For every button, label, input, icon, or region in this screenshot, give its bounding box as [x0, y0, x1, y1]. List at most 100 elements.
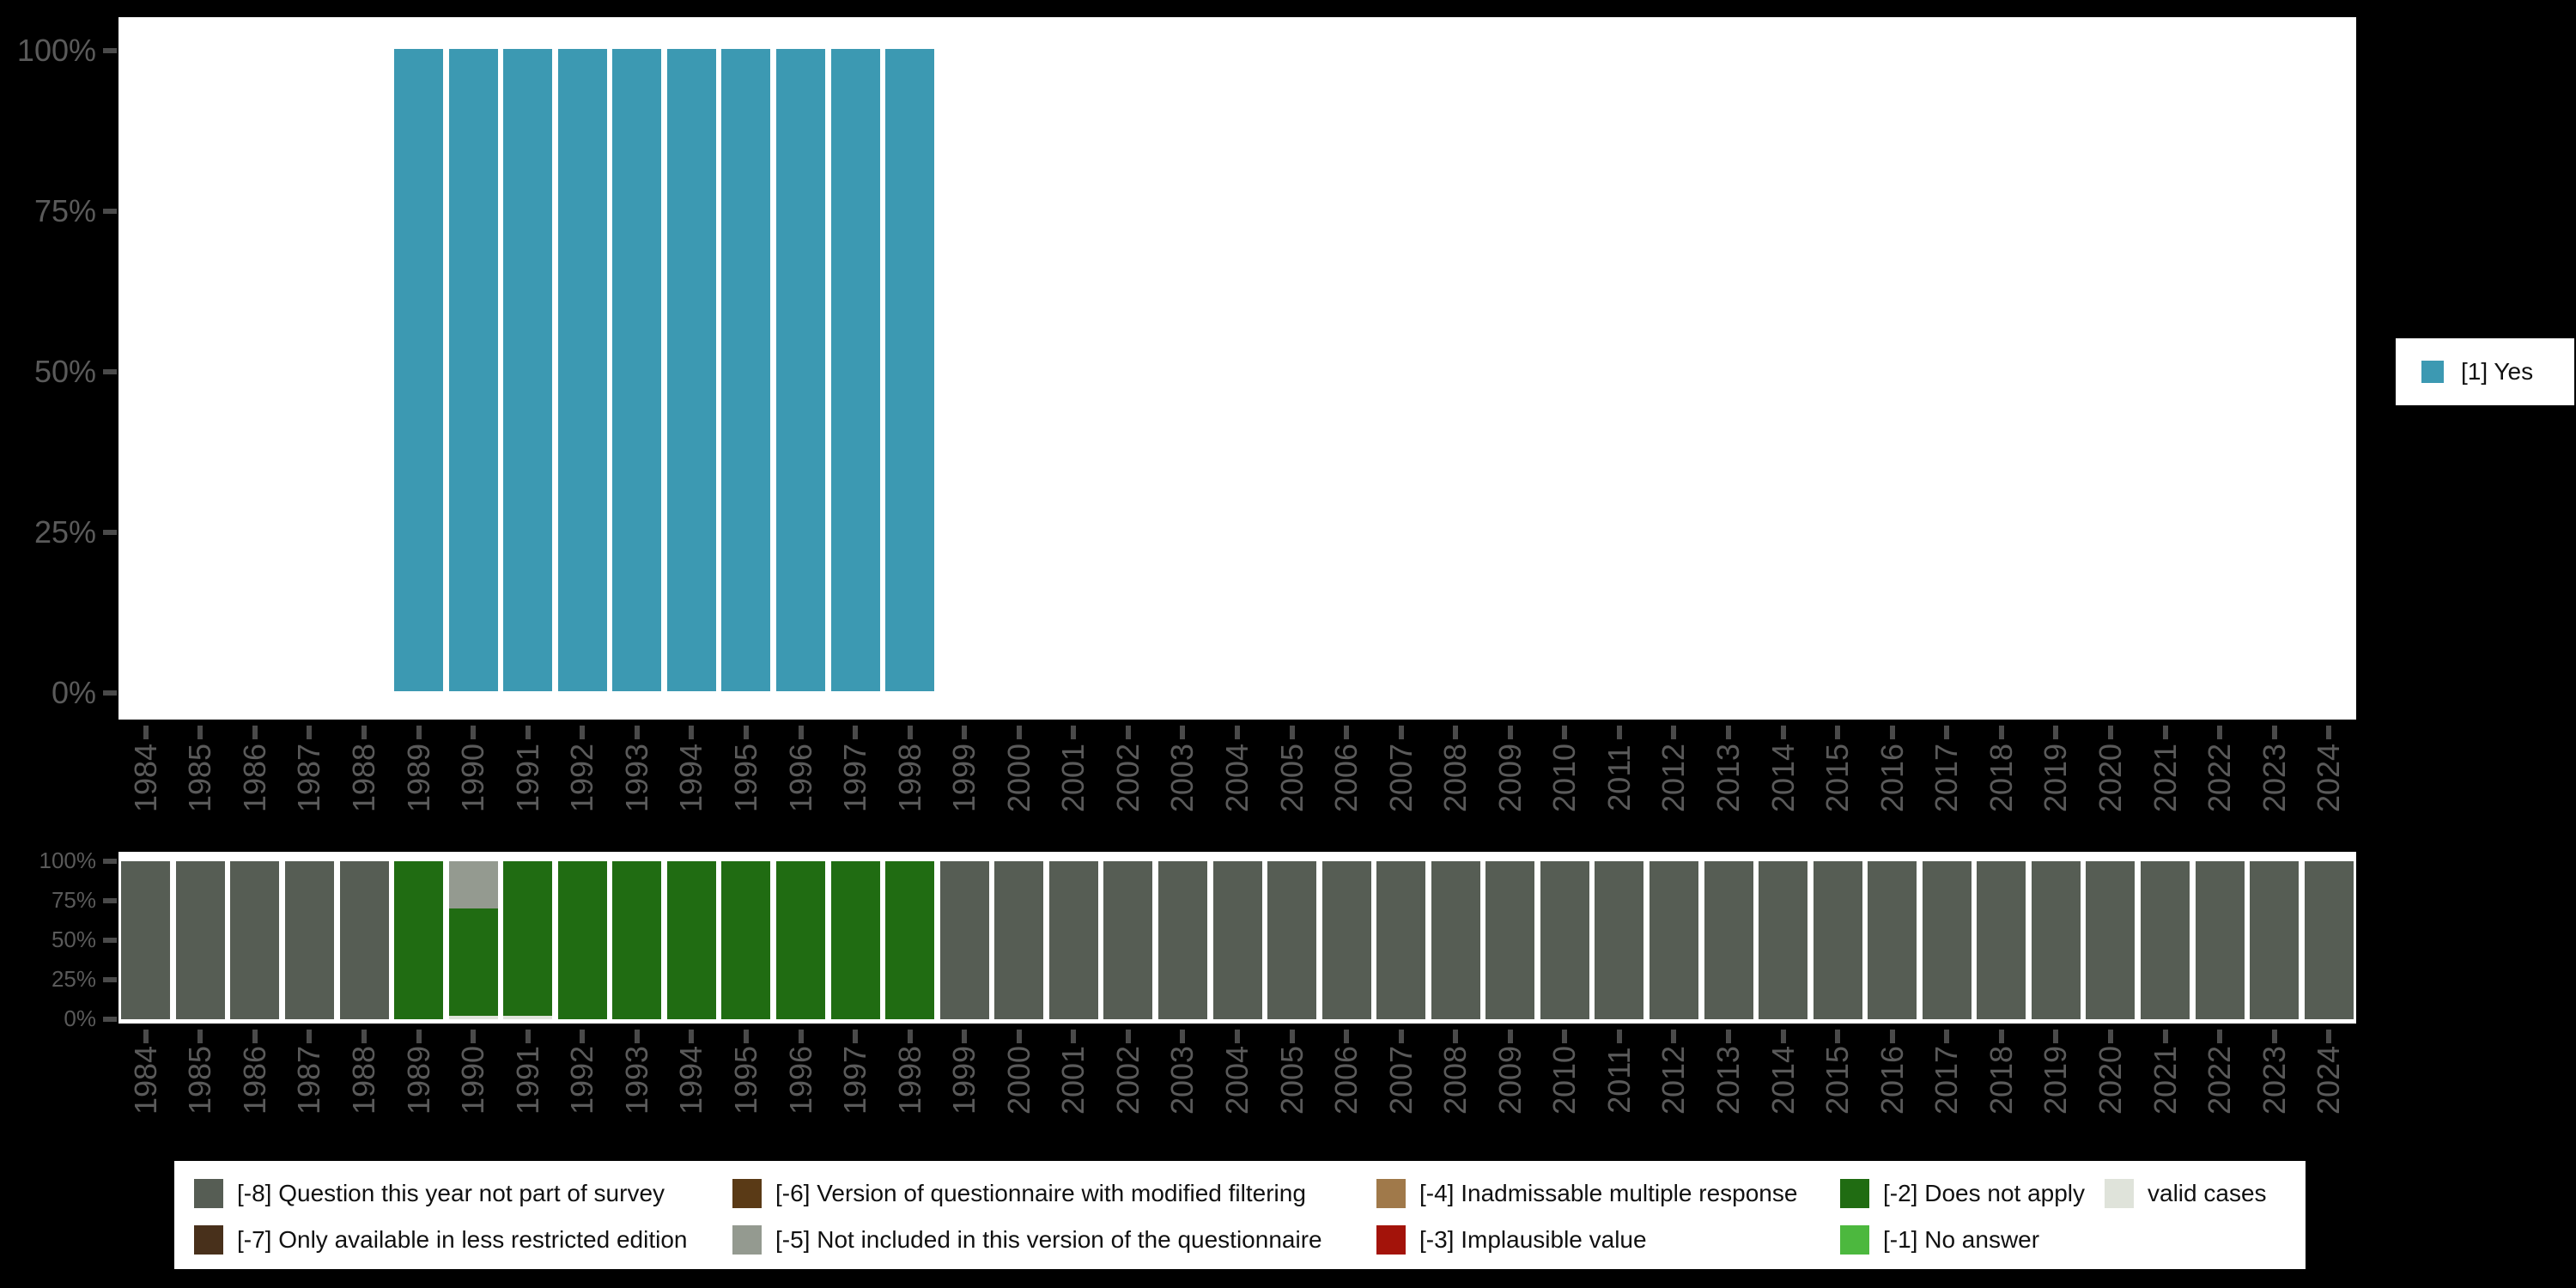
legend-label--3: [-3] Implausible value: [1419, 1226, 1647, 1253]
x-axis-tick: [252, 726, 258, 739]
x-axis-tick: [1125, 726, 1131, 739]
x-axis-tick: [525, 726, 531, 739]
x-axis-tick: [1944, 726, 1950, 739]
x-axis-tick: [1944, 1030, 1950, 1043]
x-axis-label: 2021: [2147, 1045, 2183, 1115]
legend-label--6: [-6] Version of questionnaire with modif…: [775, 1180, 1306, 1206]
x-axis-label: 2022: [2202, 1045, 2238, 1115]
x-axis-label: 2013: [1710, 1045, 1747, 1115]
x-axis-label: 1990: [455, 743, 491, 813]
bar-segment: [503, 861, 553, 1017]
x-axis-label: 2010: [1546, 743, 1583, 813]
x-axis-tick: [1835, 1030, 1841, 1043]
x-axis-label: 1990: [455, 1045, 491, 1115]
x-axis-tick: [197, 726, 204, 739]
x-axis-tick: [962, 1030, 968, 1043]
legend-label--1: [-1] No answer: [1883, 1226, 2040, 1253]
x-axis-label: 1988: [346, 1045, 382, 1115]
x-axis-label: 1992: [564, 1045, 600, 1115]
x-axis-label: 2013: [1710, 743, 1747, 813]
bar-segment: [503, 1016, 553, 1019]
x-axis-label: 1993: [618, 743, 654, 813]
x-axis-tick: [1998, 726, 2004, 739]
bar-segment: [776, 861, 825, 1019]
x-axis-tick: [1071, 726, 1077, 739]
x-axis-label: 1995: [727, 1045, 763, 1115]
x-axis-label: 2019: [2038, 743, 2074, 813]
x-axis-tick: [525, 1030, 531, 1043]
x-axis-label: 2004: [1219, 743, 1255, 813]
x-axis-label: 2015: [1820, 1045, 1856, 1115]
legend-swatch--8: [194, 1179, 223, 1208]
x-axis-label: 1991: [509, 1045, 545, 1115]
x-axis-label: 2009: [1492, 743, 1528, 813]
y-axis-label: 0%: [51, 675, 96, 711]
y-axis-label: 100%: [16, 33, 96, 69]
y-axis-tick: [103, 1017, 117, 1022]
x-axis-tick: [907, 726, 913, 739]
y-axis-tick: [103, 209, 117, 214]
bar-segment: [994, 861, 1044, 1019]
x-axis-tick: [2217, 726, 2223, 739]
x-axis-label: 2007: [1382, 1045, 1419, 1115]
bar-segment: [284, 861, 334, 1019]
yes-legend-swatch: [2421, 361, 2444, 383]
x-axis-label: 1995: [727, 743, 763, 813]
x-axis-tick: [1180, 726, 1186, 739]
bar-segment: [339, 861, 389, 1019]
x-axis-tick: [2053, 1030, 2059, 1043]
missing-codes-legend: [174, 1161, 2306, 1269]
x-axis-label: 1992: [564, 743, 600, 813]
bar-segment: [2031, 861, 2081, 1019]
x-axis-label: 2007: [1382, 743, 1419, 813]
x-axis-tick: [1453, 726, 1459, 739]
x-axis-label: 2006: [1328, 743, 1364, 813]
x-axis-label: 2020: [2092, 1045, 2128, 1115]
x-axis-tick: [1398, 1030, 1404, 1043]
bar-segment: [1540, 861, 1589, 1019]
x-axis-label: 1997: [837, 743, 873, 813]
legend-swatch--2: [1840, 1179, 1869, 1208]
bar-segment: [612, 861, 662, 1019]
x-axis-tick: [2053, 726, 2059, 739]
legend-swatch--6: [732, 1179, 762, 1208]
bar-segment: [721, 49, 771, 691]
x-axis-label: 1996: [782, 1045, 818, 1115]
bar-segment: [1321, 861, 1371, 1019]
x-axis-tick: [143, 1030, 149, 1043]
x-axis-label: 1991: [509, 743, 545, 813]
y-axis-tick: [103, 938, 117, 943]
x-axis-tick: [798, 726, 804, 739]
x-axis-tick: [962, 726, 968, 739]
x-axis-tick: [1016, 1030, 1022, 1043]
x-axis-tick: [2107, 726, 2113, 739]
x-axis-tick: [634, 726, 640, 739]
y-axis-label: 25%: [33, 514, 96, 550]
x-axis-label: 2011: [1601, 1047, 1637, 1114]
x-axis-label: 2024: [2311, 1045, 2347, 1115]
bar-segment: [394, 49, 444, 691]
x-axis-tick: [1616, 1030, 1622, 1043]
x-axis-tick: [1235, 1030, 1240, 1043]
x-axis-label: 2016: [1874, 1045, 1910, 1115]
x-axis-tick: [2162, 1030, 2168, 1043]
x-axis-label: 2002: [1109, 1045, 1145, 1115]
y-axis-label: 50%: [33, 354, 96, 390]
bar-segment: [830, 861, 880, 1019]
x-axis-tick: [1344, 1030, 1350, 1043]
bar-segment: [2086, 861, 2136, 1019]
x-axis-label: 2019: [2038, 1045, 2074, 1115]
x-axis-tick: [197, 1030, 204, 1043]
yes-legend-label: [1] Yes: [2461, 358, 2534, 385]
x-axis-label: 2021: [2147, 743, 2183, 813]
x-axis-label: 2014: [1765, 1045, 1801, 1115]
bar-segment: [121, 861, 171, 1019]
legend-label--8: [-8] Question this year not part of surv…: [237, 1180, 665, 1206]
bar-segment: [448, 861, 498, 909]
bar-segment: [1922, 861, 1971, 1019]
x-axis-label: 1998: [891, 1045, 927, 1115]
x-axis-tick: [1016, 726, 1022, 739]
y-axis-label: 75%: [51, 887, 96, 914]
x-axis-tick: [2217, 1030, 2223, 1043]
bar-segment: [666, 861, 716, 1019]
